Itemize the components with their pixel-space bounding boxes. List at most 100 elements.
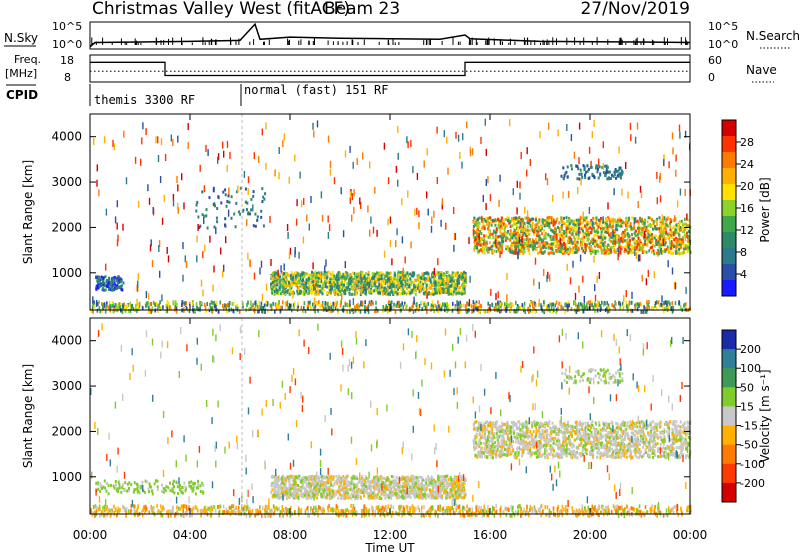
power-evening-mark [642, 249, 645, 253]
power-sparse-mark [647, 269, 649, 277]
power-clutter-mark [515, 300, 517, 305]
power-morning-mark [364, 288, 367, 292]
power-morning-mark [441, 280, 444, 284]
power-evening-mark [643, 242, 646, 246]
power-evening-mark [609, 232, 612, 236]
power-clutter-mark [166, 300, 169, 305]
power-evening-mark [567, 224, 570, 228]
power-clutter-mark [152, 300, 155, 305]
power-farpatch-mark [597, 167, 599, 171]
power-early-mark [99, 282, 102, 286]
power-clutter-mark [416, 305, 418, 310]
power-clutter-mark [255, 303, 257, 308]
power-evening-mark [532, 230, 535, 233]
power-morning-mark [310, 289, 313, 293]
power-evening-mark [655, 241, 658, 245]
power-morning-mark [346, 286, 349, 289]
velocity-clutter-mark [455, 507, 457, 512]
power-oblique-mark [201, 190, 204, 194]
power-evening-mark [641, 222, 644, 225]
power-evening-mark [660, 247, 663, 251]
power-clutter-mark [157, 304, 159, 309]
power-morning-mark [405, 287, 408, 290]
power-morning-mark [402, 280, 405, 284]
power-morning-mark [309, 273, 312, 277]
power-evening-mark [673, 225, 676, 229]
power-evening-mark [649, 236, 652, 240]
power-evening-mark [660, 249, 662, 253]
power-clutter-mark [625, 300, 628, 305]
power-morning-mark [298, 272, 300, 276]
power-clutter-mark [456, 300, 458, 305]
power-evening-mark [511, 236, 514, 240]
power-morning-mark [412, 280, 415, 284]
power-data-layer [90, 118, 692, 314]
power-morning-mark [409, 272, 412, 276]
power-sparse-mark [559, 237, 561, 245]
power-evening-mark [678, 247, 681, 251]
power-evening-mark [609, 217, 612, 221]
power-sparse-mark [685, 286, 687, 294]
power-sparse-mark [598, 272, 601, 279]
power-morning-mark [447, 285, 450, 289]
power-clutter-mark [434, 303, 436, 308]
colorbar-swatch [722, 264, 736, 281]
power-clutter-mark [598, 302, 600, 307]
power-evening-mark [499, 230, 502, 234]
velocity-clutter-mark [194, 505, 197, 510]
power-evening-mark [514, 252, 517, 255]
power-clutter-mark [426, 310, 428, 314]
power-early-mark [103, 288, 106, 292]
power-clutter-mark [310, 304, 312, 309]
power-clutter-mark [231, 302, 234, 306]
power-morning-mark [439, 283, 442, 287]
power-morning-mark [421, 284, 424, 288]
power-evening-mark [657, 236, 660, 240]
power-morning-mark [301, 278, 304, 282]
power-evening-mark [593, 226, 595, 230]
power-sparse-mark [196, 255, 198, 263]
power-evening-mark [679, 240, 681, 244]
power-clutter-mark [260, 301, 263, 306]
power-morning-mark [320, 278, 322, 282]
velocity-clutter-mark [421, 505, 423, 510]
power-morning-mark [428, 290, 431, 294]
power-evening-mark [645, 228, 648, 232]
power-sparse-mark [313, 283, 315, 291]
power-sparse-mark [372, 226, 375, 234]
power-morning-mark [462, 286, 464, 289]
power-clutter-mark [261, 309, 263, 314]
velocity-clutter-mark [117, 508, 120, 513]
power-clutter-mark [425, 305, 428, 310]
power-morning-mark [376, 274, 379, 278]
power-evening-mark [513, 216, 516, 220]
power-evening-mark [478, 221, 481, 225]
power-evening-mark [483, 227, 486, 231]
power-morning-mark [399, 270, 402, 274]
power-oblique-mark [220, 201, 223, 205]
power-evening-mark [678, 242, 681, 246]
power-sparse-mark [596, 275, 598, 283]
power-clutter-mark [546, 304, 548, 309]
power-evening-mark [643, 221, 646, 225]
power-clutter-mark [303, 306, 305, 311]
power-farpatch-mark [604, 164, 607, 168]
power-morning-mark [303, 283, 306, 287]
power-morning-mark [380, 277, 383, 281]
power-morning-mark [273, 276, 276, 280]
power-evening-mark [525, 241, 528, 245]
power-morning-mark [443, 282, 446, 286]
power-evening-mark [611, 218, 613, 222]
power-evening-mark [660, 243, 663, 247]
power-morning-mark [409, 291, 412, 295]
power-evening-mark [494, 218, 497, 222]
velocity-clutter-mark [116, 509, 119, 514]
power-sparse-mark [578, 226, 580, 234]
power-clutter-mark [529, 303, 531, 308]
power-evening-mark [594, 252, 597, 256]
power-morning-mark [314, 278, 317, 282]
power-evening-mark [516, 232, 519, 236]
power-sparse-mark [481, 215, 483, 223]
power-evening-mark [625, 216, 628, 220]
power-early-mark [110, 277, 113, 281]
